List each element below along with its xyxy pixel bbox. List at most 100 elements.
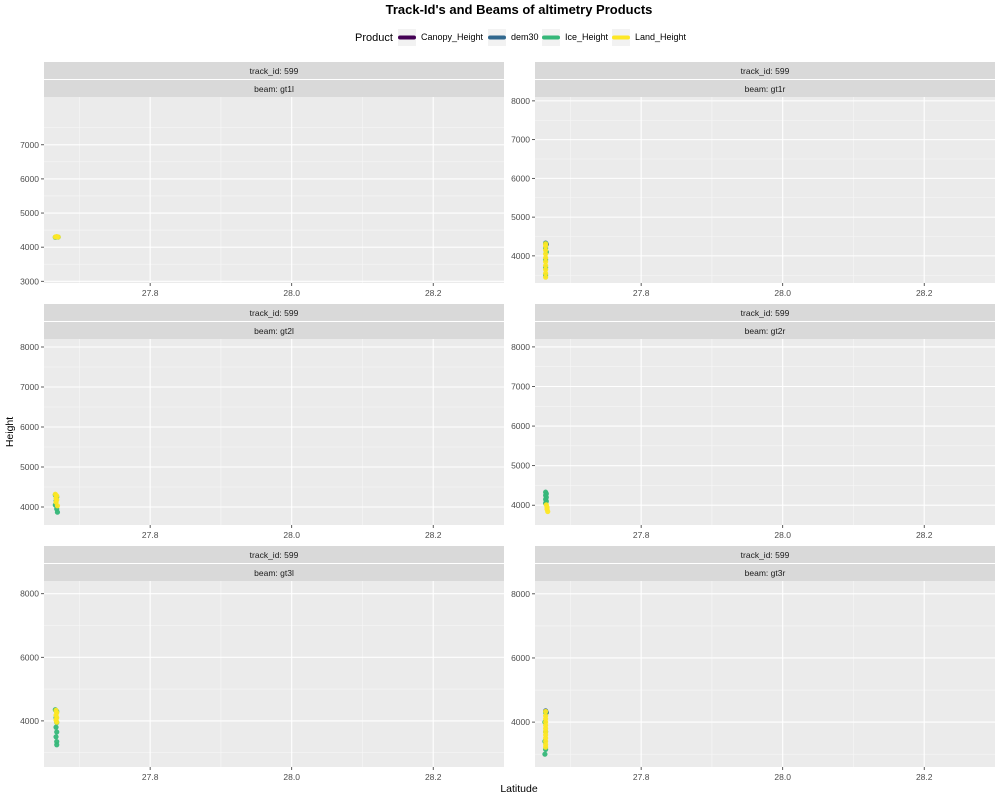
x-tick-label: 28.2 bbox=[425, 772, 442, 782]
y-tick-label: 7000 bbox=[511, 135, 530, 145]
y-tick-label: 3000 bbox=[20, 276, 39, 286]
data-point bbox=[54, 503, 61, 509]
y-axis-title: Height bbox=[4, 417, 16, 447]
strip-track-bg bbox=[535, 62, 995, 79]
series-land_height bbox=[543, 241, 549, 280]
strip-track-label: track_id: 599 bbox=[741, 66, 790, 76]
y-tick-label: 5000 bbox=[511, 212, 530, 222]
x-tick-label: 28.2 bbox=[425, 288, 442, 298]
y-tick-label: 4000 bbox=[20, 502, 39, 512]
series-land_height bbox=[52, 491, 61, 509]
strip-track-label: track_id: 599 bbox=[250, 550, 299, 560]
x-tick-label: 27.8 bbox=[633, 530, 650, 540]
y-tick-label: 8000 bbox=[20, 342, 39, 352]
y-tick-label: 8000 bbox=[511, 96, 530, 106]
data-point bbox=[543, 251, 549, 257]
data-point bbox=[543, 255, 549, 261]
y-tick-label: 6000 bbox=[511, 421, 530, 431]
legend-label: Land_Height bbox=[635, 32, 687, 42]
panel-background bbox=[535, 97, 995, 283]
data-point bbox=[543, 243, 549, 249]
y-tick-label: 6000 bbox=[20, 652, 39, 662]
data-point bbox=[543, 708, 549, 715]
data-point bbox=[54, 509, 61, 515]
data-point bbox=[543, 744, 549, 750]
x-tick-label: 28.0 bbox=[283, 530, 300, 540]
x-tick-label: 28.2 bbox=[425, 530, 442, 540]
data-point bbox=[545, 508, 551, 515]
series-land_height bbox=[52, 233, 61, 240]
data-point bbox=[543, 270, 549, 276]
data-point bbox=[53, 734, 59, 740]
panel-background bbox=[44, 581, 504, 767]
strip-beam-bg bbox=[535, 564, 995, 581]
y-tick-label: 5000 bbox=[20, 208, 39, 218]
panel-background bbox=[535, 339, 995, 525]
x-axis-title: Latitude bbox=[500, 783, 538, 795]
facet-panel: track_id: 599 beam: gt3r 27.8 28.0 28.2 4000 6… bbox=[511, 546, 995, 782]
facet-panel: track_id: 599 beam: gt2l 27.8 28.0 28.2 4000 5… bbox=[20, 304, 504, 540]
strip-track-bg bbox=[535, 304, 995, 321]
panel-background bbox=[535, 581, 995, 767]
legend-item: Land_Height bbox=[612, 29, 687, 46]
x-tick-label: 27.8 bbox=[142, 530, 159, 540]
data-point bbox=[543, 247, 549, 253]
x-tick-label: 28.0 bbox=[774, 288, 791, 298]
y-tick-label: 5000 bbox=[511, 461, 530, 471]
strip-track-bg bbox=[535, 546, 995, 563]
y-tick-label: 8000 bbox=[20, 589, 39, 599]
y-tick-label: 6000 bbox=[511, 173, 530, 183]
strip-track-label: track_id: 599 bbox=[250, 66, 299, 76]
chart-title: Track-Id's and Beams of altimetry Produc… bbox=[386, 2, 653, 17]
y-tick-label: 7000 bbox=[20, 382, 39, 392]
data-point bbox=[54, 742, 60, 748]
legend-label: Ice_Height bbox=[565, 32, 609, 42]
x-tick-label: 28.0 bbox=[283, 288, 300, 298]
facet-panel: track_id: 599 beam: gt1l 27.8 28.0 28.2 3000 4… bbox=[20, 62, 504, 298]
x-tick-label: 27.8 bbox=[142, 772, 159, 782]
strip-beam-bg bbox=[44, 80, 504, 97]
legend-item: Canopy_Height bbox=[398, 29, 484, 46]
facet-panel: track_id: 599 beam: gt3l 27.8 28.0 28.2 4000 6… bbox=[20, 546, 504, 782]
y-tick-label: 5000 bbox=[20, 462, 39, 472]
x-tick-label: 28.2 bbox=[916, 288, 933, 298]
series-land_height bbox=[53, 707, 60, 725]
data-point bbox=[543, 259, 549, 265]
legend-title: Product bbox=[355, 32, 393, 44]
strip-track-label: track_id: 599 bbox=[741, 308, 790, 318]
strip-beam-label: beam: gt1l bbox=[254, 84, 294, 94]
y-tick-label: 8000 bbox=[511, 589, 530, 599]
data-point bbox=[543, 266, 549, 273]
y-tick-label: 4000 bbox=[511, 251, 530, 261]
x-tick-label: 27.8 bbox=[633, 288, 650, 298]
series-land_height bbox=[543, 502, 551, 515]
strip-beam-bg bbox=[535, 80, 995, 97]
x-tick-label: 28.0 bbox=[774, 530, 791, 540]
y-tick-label: 7000 bbox=[20, 140, 39, 150]
data-point bbox=[55, 234, 61, 240]
data-point bbox=[53, 724, 59, 730]
legend-label: Canopy_Height bbox=[421, 32, 484, 42]
strip-beam-bg bbox=[535, 322, 995, 339]
strip-track-bg bbox=[44, 304, 504, 321]
y-tick-label: 6000 bbox=[20, 422, 39, 432]
data-point bbox=[542, 751, 548, 757]
legend-item: Ice_Height bbox=[542, 29, 609, 46]
facet-panel: track_id: 599 beam: gt1r 27.8 28.0 28.2 4000 5… bbox=[511, 62, 995, 298]
facet-panel: track_id: 599 beam: gt2r 27.8 28.0 28.2 4000 5… bbox=[511, 304, 995, 540]
y-tick-label: 6000 bbox=[511, 653, 530, 663]
strip-beam-bg bbox=[44, 322, 504, 339]
strip-beam-label: beam: gt1r bbox=[745, 84, 786, 94]
strip-beam-label: beam: gt3r bbox=[745, 568, 786, 578]
y-tick-label: 7000 bbox=[511, 381, 530, 391]
strip-beam-label: beam: gt2l bbox=[254, 326, 294, 336]
strip-track-label: track_id: 599 bbox=[741, 550, 790, 560]
y-tick-label: 6000 bbox=[20, 174, 39, 184]
strip-track-bg bbox=[44, 546, 504, 563]
legend: Product Canopy_Height dem30 Ice_Height Land_… bbox=[355, 29, 687, 46]
x-tick-label: 28.2 bbox=[916, 530, 933, 540]
strip-beam-bg bbox=[44, 564, 504, 581]
y-tick-label: 8000 bbox=[511, 342, 530, 352]
y-tick-label: 4000 bbox=[20, 242, 39, 252]
y-tick-label: 4000 bbox=[511, 500, 530, 510]
